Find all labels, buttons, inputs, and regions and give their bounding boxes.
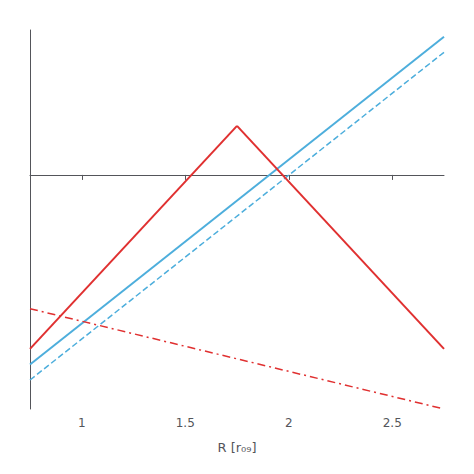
svg-text:1: 1 xyxy=(78,416,86,430)
svg-text:R [r₀₉]: R [r₀₉] xyxy=(217,440,256,455)
svg-text:2.5: 2.5 xyxy=(383,416,402,430)
svg-text:1.5: 1.5 xyxy=(176,416,195,430)
svg-text:2: 2 xyxy=(285,416,293,430)
